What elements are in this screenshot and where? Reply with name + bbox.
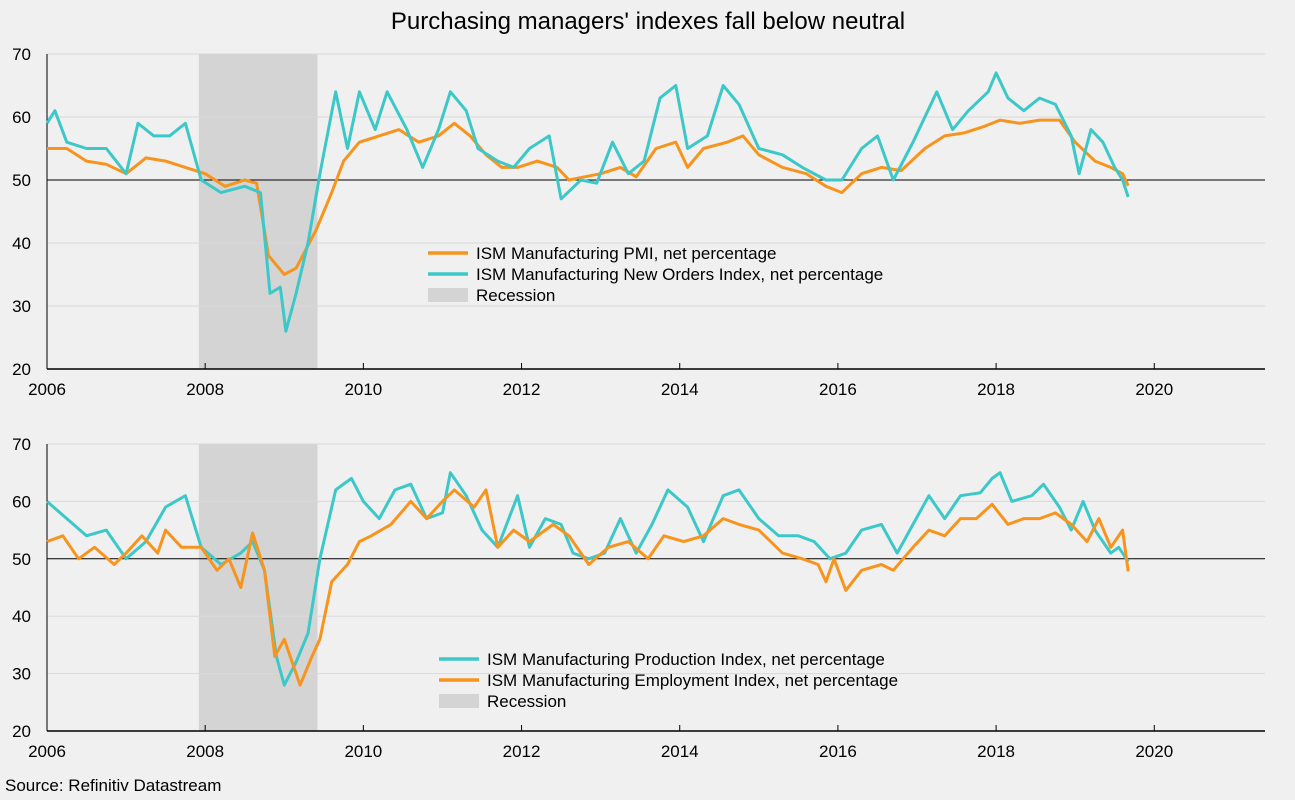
x-tick-label: 2016: [819, 742, 857, 761]
recession-band: [198, 444, 318, 731]
chart-title: Purchasing managers' indexes fall below …: [391, 8, 905, 35]
legend-label: Recession: [487, 692, 566, 711]
x-tick-label: 2018: [977, 380, 1015, 399]
legend-label: Recession: [476, 286, 555, 305]
x-tick-label: 2006: [28, 742, 66, 761]
legend-label: ISM Manufacturing PMI, net percentage: [476, 244, 777, 263]
y-tick-label: 50: [12, 550, 31, 569]
y-tick-label: 70: [12, 435, 31, 454]
y-tick-label: 20: [12, 722, 31, 741]
x-tick-label: 2018: [977, 742, 1015, 761]
x-tick-label: 2008: [186, 380, 224, 399]
y-tick-label: 60: [12, 108, 31, 127]
y-tick-label: 20: [12, 360, 31, 379]
legend-swatch: [439, 694, 479, 708]
series-line-ism-manufacturing-new-orders-index-net-percentage: [45, 71, 1130, 333]
source-note: Source: Refinitiv Datastream: [5, 776, 221, 795]
y-tick-label: 40: [12, 234, 31, 253]
x-tick-label: 2012: [503, 380, 541, 399]
x-tick-label: 2010: [344, 742, 382, 761]
bottom-panel: 20 30 40 50 60 70 2006 2008 2010 2012 2014 2016 2018…: [12, 435, 1265, 761]
y-tick-label: 60: [12, 492, 31, 511]
y-tick-label: 40: [12, 607, 31, 626]
recession-band: [198, 54, 318, 369]
legend-label: ISM Manufacturing New Orders Index, net …: [476, 265, 883, 284]
x-tick-label: 2010: [344, 380, 382, 399]
x-tick-label: 2012: [503, 742, 541, 761]
y-tick-label: 30: [12, 665, 31, 684]
x-tick-label: 2020: [1135, 742, 1173, 761]
legend-label: ISM Manufacturing Production Index, net …: [487, 650, 885, 669]
x-tick-label: 2014: [661, 742, 699, 761]
y-tick-label: 30: [12, 297, 31, 316]
x-tick-label: 2014: [661, 380, 699, 399]
x-tick-label: 2016: [819, 380, 857, 399]
x-tick-label: 2008: [186, 742, 224, 761]
x-tick-label: 2006: [28, 380, 66, 399]
series-line-ism-manufacturing-pmi-net-percentage: [47, 118, 1130, 276]
series-line-ism-manufacturing-employment-index-net-percentage: [46, 488, 1130, 687]
top-panel: 20 30 40 50 60 70 2006 2008 2010 2012 2014 2016 2018…: [12, 45, 1265, 399]
x-tick-label: 2020: [1135, 380, 1173, 399]
y-tick-label: 70: [12, 45, 31, 64]
y-tick-label: 50: [12, 171, 31, 190]
legend-label: ISM Manufacturing Employment Index, net …: [487, 671, 898, 690]
legend-swatch: [428, 288, 468, 302]
